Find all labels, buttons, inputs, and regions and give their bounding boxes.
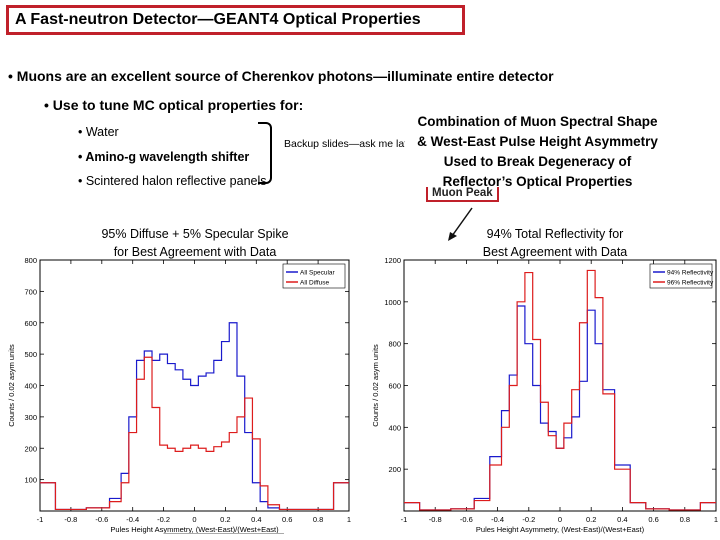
callout-text: Combination of Muon Spectral Shape & Wes…	[405, 112, 670, 192]
caption-line: for Best Agreement with Data	[113, 245, 277, 259]
x-tick-label: -0.6	[460, 515, 473, 524]
bullet-tune-mc: • Use to tune MC optical properties for:	[44, 97, 304, 113]
x-axis-label: Pules Height Asymmetry, (West-East)/(Wes…	[476, 525, 645, 534]
x-tick-label: -0.6	[95, 515, 108, 524]
y-tick-label: 400	[388, 423, 401, 432]
legend-entry: All Diffuse	[300, 280, 330, 287]
x-tick-label: 0.4	[617, 515, 627, 524]
backup-note: Backup slides—ask me later	[284, 138, 408, 150]
x-tick-label: 0.2	[586, 515, 596, 524]
x-tick-label: 1	[347, 515, 351, 524]
x-tick-label: 1	[714, 515, 718, 524]
caption-line: 94% Total Reflectivity for	[486, 227, 624, 241]
y-tick-label: 400	[24, 382, 37, 391]
x-tick-label: 0.2	[220, 515, 230, 524]
grouping-brace	[258, 122, 272, 184]
y-tick-label: 300	[24, 413, 37, 422]
divider-line	[164, 533, 284, 534]
callout-line: & West-East Pulse Height Asymmetry	[417, 134, 658, 149]
x-tick-label: 0	[192, 515, 196, 524]
y-tick-label: 800	[388, 340, 401, 349]
x-tick-label: -1	[37, 515, 44, 524]
series-line-2	[40, 356, 349, 511]
sub-item-amino-g: • Amino-g wavelength shifter	[78, 150, 250, 164]
bullet-muons: • Muons are an excellent source of Chere…	[8, 68, 554, 84]
x-tick-label: 0.8	[313, 515, 323, 524]
series-line-2	[404, 269, 716, 511]
y-tick-label: 600	[388, 382, 401, 391]
legend-box	[282, 263, 346, 289]
x-tick-label: -1	[401, 515, 408, 524]
y-tick-label: 700	[24, 287, 37, 296]
right-chart-caption: 94% Total Reflectivity for Best Agreemen…	[455, 225, 655, 261]
y-axis-label: Counts / 0.02 asym units	[7, 344, 16, 427]
x-tick-label: 0.6	[282, 515, 292, 524]
muon-peak-label: Muon Peak	[426, 187, 499, 202]
y-tick-label: 100	[24, 476, 37, 485]
legend-entry: All Specular	[300, 270, 336, 277]
x-tick-label: 0.6	[648, 515, 658, 524]
x-tick-label: 0.8	[680, 515, 690, 524]
y-tick-label: 600	[24, 319, 37, 328]
y-tick-label: 1000	[384, 298, 401, 307]
x-tick-label: -0.8	[429, 515, 442, 524]
x-tick-label: -0.2	[522, 515, 535, 524]
x-tick-label: -0.4	[491, 515, 504, 524]
callout-line: Reflector’s Optical Properties	[442, 174, 633, 189]
x-tick-label: -0.2	[157, 515, 170, 524]
y-axis-label: Counts / 0.02 asym units	[371, 344, 380, 427]
y-tick-label: 200	[388, 465, 401, 474]
x-tick-label: 0.4	[251, 515, 261, 524]
y-tick-label: 200	[24, 444, 37, 453]
chart-left: -1 -0.8 -0.6 -0.4 -0.2 0 0.2 0.4 0.6 0.8 1 100 200 30…	[7, 256, 351, 534]
arrow-icon	[448, 207, 473, 241]
callout-line: Used to Break Degeneracy of	[443, 154, 632, 169]
x-tick-label: 0	[558, 515, 562, 524]
plot-frame	[403, 259, 717, 512]
y-tick-label: 500	[24, 350, 37, 359]
caption-line: 95% Diffuse + 5% Specular Spike	[101, 227, 289, 241]
legend-entry: 94% Reflectivity	[667, 270, 714, 277]
y-tick-label: 800	[24, 256, 37, 265]
caption-line: Best Agreement with Data	[482, 245, 628, 259]
x-tick-label: -0.8	[64, 515, 77, 524]
y-tick-label: 1200	[384, 256, 401, 265]
slide-title: A Fast-neutron Detector—GEANT4 Optical P…	[6, 5, 465, 35]
x-tick-label: -0.4	[126, 515, 139, 524]
callout-line: Combination of Muon Spectral Shape	[417, 114, 658, 129]
legend-box	[649, 263, 713, 289]
legend-entry: 96% Reflectivity	[667, 280, 714, 287]
sub-item-water: • Water	[78, 125, 119, 139]
x-axis-label: Pules Height Asymmetry, (West-East)/(Wes…	[110, 525, 279, 534]
left-chart-caption: 95% Diffuse + 5% Specular Spike for Best…	[95, 225, 295, 261]
chart-right: -1 -0.8 -0.6 -0.4 -0.2 0 0.2 0.4 0.6 0.8 120040060…	[371, 256, 718, 534]
sub-item-halon: • Scintered halon reflective panels	[78, 174, 267, 188]
